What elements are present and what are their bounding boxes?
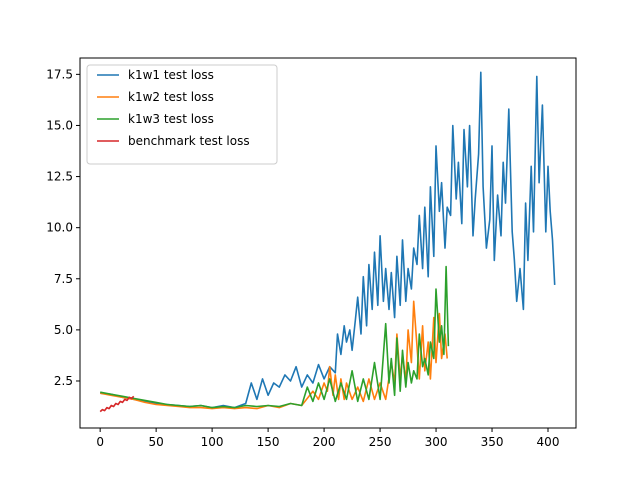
y-tick-label: 7.5	[54, 272, 73, 286]
x-tick-label: 100	[201, 435, 224, 449]
legend-label-0: k1w1 test loss	[128, 68, 214, 82]
y-tick-label: 12.5	[46, 170, 73, 184]
x-tick-label: 350	[481, 435, 504, 449]
legend-label-2: k1w3 test loss	[128, 112, 214, 126]
y-axis-ticks: 2.5 5.0 7.5 10.0 12.5 15.0 17.5	[46, 67, 80, 388]
legend-box	[86, 64, 278, 165]
legend: k1w1 test loss k1w2 test loss k1w3 test lo…	[86, 64, 278, 165]
y-tick-label: 2.5	[54, 374, 73, 388]
y-tick-label: 5.0	[54, 323, 73, 337]
axes-frame	[79, 57, 577, 429]
x-axis-ticks: 0 50 100 150 200 250 300 350 400	[96, 428, 559, 449]
x-tick-label: 250	[369, 435, 392, 449]
x-tick-label: 0	[96, 435, 104, 449]
series-lines	[99, 71, 556, 413]
y-tick-label: 15.0	[46, 118, 73, 132]
y-tick-label: 10.0	[46, 221, 73, 235]
x-tick-label: 150	[257, 435, 280, 449]
y-tick-label: 17.5	[46, 67, 73, 81]
series-line-3	[99, 395, 135, 413]
x-tick-label: 200	[313, 435, 336, 449]
legend-label-3: benchmark test loss	[128, 134, 250, 148]
series-line-2	[100, 265, 450, 409]
x-tick-label: 300	[425, 435, 448, 449]
series-line-0	[100, 71, 556, 409]
x-tick-label: 400	[537, 435, 560, 449]
legend-label-1: k1w2 test loss	[128, 90, 214, 104]
x-tick-label: 50	[148, 435, 163, 449]
